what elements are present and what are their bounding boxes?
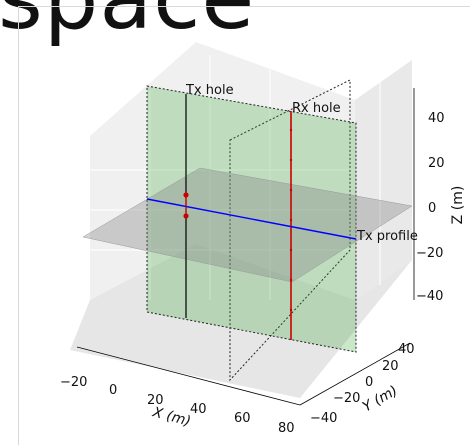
y-tick: 0 (365, 375, 373, 390)
x-tick: 60 (234, 411, 251, 426)
dotted-plane (229, 79, 351, 382)
x-tick: 0 (109, 383, 117, 398)
x-tick: 80 (278, 421, 295, 436)
annotation-tx-hole: Tx hole (185, 83, 234, 98)
y-tick-labels: −40 −20 0 20 40 (310, 342, 415, 426)
y-tick: 20 (382, 359, 399, 374)
header-text-fragment: space (0, 0, 255, 42)
x-tick: 20 (147, 393, 164, 408)
x-tick-labels: −20 0 20 40 60 80 (60, 375, 295, 436)
tx-profile-line (146, 198, 357, 240)
tx-point-top (183, 192, 189, 198)
z-tick: 20 (428, 156, 445, 171)
y-axis-line (299, 342, 411, 406)
z-tick-labels: −40 −20 0 20 40 (416, 111, 445, 304)
annotation-tx-profile: Tx profile (356, 229, 418, 244)
x-axis-label: X (m) (150, 404, 192, 430)
back-wall (90, 42, 355, 300)
y-tick: 40 (398, 342, 415, 357)
y-tick: −20 (333, 391, 360, 406)
rx-hole-points (289, 128, 293, 312)
x-axis-line (76, 346, 301, 406)
x-tick: 40 (190, 402, 207, 417)
x-tick: −20 (60, 375, 87, 390)
annotation-rx-hole: Rx hole (292, 101, 341, 116)
grid-lines (90, 55, 381, 300)
figure-frame (18, 6, 470, 445)
grey-plane (82, 167, 413, 283)
floor-pane (70, 244, 412, 398)
tx-point-bottom (183, 213, 189, 219)
z-tick: 0 (428, 201, 436, 216)
y-tick: −40 (310, 411, 337, 426)
z-tick: −20 (416, 246, 443, 261)
z-axis-label: Z (m) (450, 186, 466, 225)
right-wall (355, 60, 412, 300)
z-tick: −40 (416, 289, 443, 304)
z-tick: 40 (428, 111, 445, 126)
